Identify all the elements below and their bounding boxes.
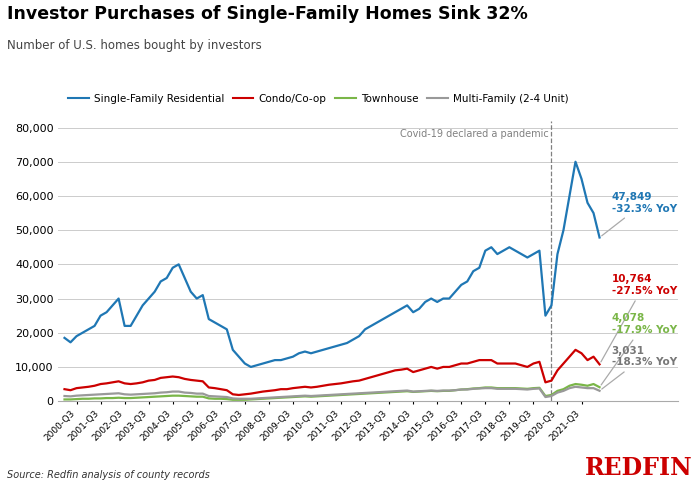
Text: 10,764
-27.5% YoY: 10,764 -27.5% YoY: [601, 274, 677, 362]
Text: Number of U.S. homes bought by investors: Number of U.S. homes bought by investors: [7, 39, 262, 52]
Text: Covid-19 declared a pandemic: Covid-19 declared a pandemic: [400, 129, 548, 139]
Legend: Single-Family Residential, Condo/Co-op, Townhouse, Multi-Family (2-4 Unit): Single-Family Residential, Condo/Co-op, …: [64, 90, 573, 108]
Text: 4,078
-17.9% YoY: 4,078 -17.9% YoY: [601, 313, 677, 385]
Text: Investor Purchases of Single-Family Homes Sink 32%: Investor Purchases of Single-Family Home…: [7, 5, 528, 23]
Text: 3,031
-18.3% YoY: 3,031 -18.3% YoY: [602, 346, 677, 389]
Text: Source: Redfin analysis of county records: Source: Redfin analysis of county record…: [7, 469, 210, 480]
Text: REDFIN: REDFIN: [585, 455, 693, 480]
Text: 47,849
-32.3% YoY: 47,849 -32.3% YoY: [602, 192, 677, 236]
